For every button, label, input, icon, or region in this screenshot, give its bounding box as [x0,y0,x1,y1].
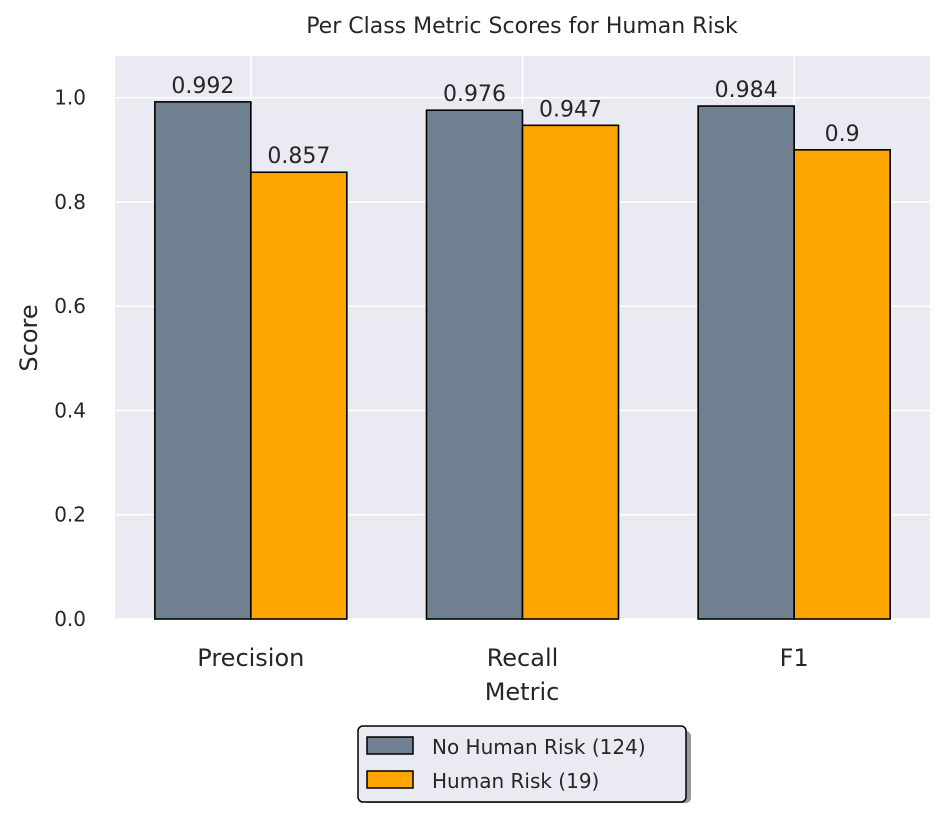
chart-title: Per Class Metric Scores for Human Risk [306,14,738,39]
y-tick-label-1: 0.2 [54,503,86,527]
legend-swatch-human-risk [366,770,414,789]
x-axis-label: Metric [485,678,560,706]
y-tick-label-4: 0.8 [54,190,86,214]
value-label-human-risk-recall: 0.947 [539,97,602,122]
legend-swatch-no-human-risk [366,736,414,755]
y-tick-label-2: 0.4 [54,398,86,422]
legend-box [357,725,687,803]
legend: No Human Risk (124) Human Risk (19) [357,725,691,803]
legend-label-human-risk: Human Risk (19) [432,769,599,793]
y-tick-label-3: 0.6 [54,294,86,318]
bars-group [154,101,891,620]
bar-no-human-risk-f1 [697,105,795,620]
bar-human-risk-f1 [793,149,891,620]
y-tick-label-0: 0.0 [54,607,86,631]
x-tick-label-recall: Recall [487,644,559,672]
y-axis-label: Score [15,304,43,371]
bar-no-human-risk-precision [154,101,252,620]
value-label-human-risk-f1: 0.9 [825,122,860,147]
x-tick-label-f1: F1 [780,644,809,672]
bar-no-human-risk-recall [425,109,524,620]
value-label-no-human-risk-recall: 0.976 [443,82,506,107]
legend-label-no-human-risk: No Human Risk (124) [432,735,646,759]
value-labels-group: 0.992 0.976 0.984 0.857 0.947 0.9 [171,74,859,169]
y-tick-label-5: 1.0 [54,86,86,110]
x-axis-ticks: Precision Recall F1 [197,644,808,672]
bar-human-risk-recall [521,124,620,620]
bar-human-risk-precision [250,171,348,620]
value-label-human-risk-precision: 0.857 [267,144,330,169]
value-label-no-human-risk-f1: 0.984 [715,78,778,103]
x-tick-label-precision: Precision [197,644,304,672]
value-label-no-human-risk-precision: 0.992 [171,74,234,99]
y-axis-ticks: 0.0 0.2 0.4 0.6 0.8 1.0 [54,86,86,631]
